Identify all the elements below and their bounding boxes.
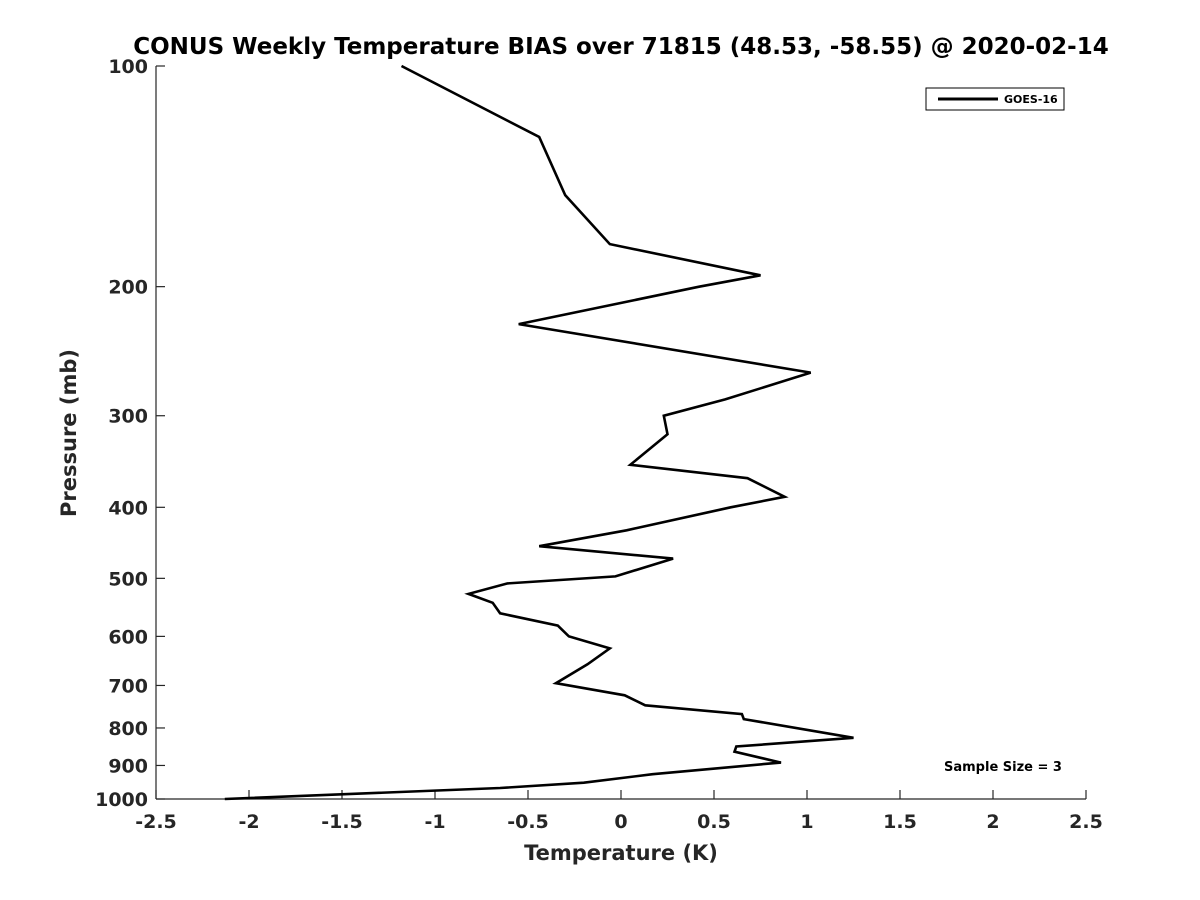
x-tick-label: -1.5 xyxy=(321,811,363,833)
x-axis-label: Temperature (K) xyxy=(524,841,718,865)
y-tick-label: 400 xyxy=(108,497,148,519)
y-tick-label: 500 xyxy=(108,568,148,590)
y-tick-label: 1000 xyxy=(95,789,148,811)
y-tick-label: 800 xyxy=(108,718,148,740)
x-tick-label: -0.5 xyxy=(507,811,549,833)
x-tick-label: 0 xyxy=(614,811,627,833)
y-tick-label: 900 xyxy=(108,755,148,777)
series-line-goes-16 xyxy=(224,64,854,801)
y-tick-label: 100 xyxy=(108,56,148,78)
x-tick-label: -2 xyxy=(238,811,259,833)
legend-label: GOES-16 xyxy=(1004,93,1058,106)
x-axis-ticks: -2.5 -2 -1.5 -1 -0.5 0 0.5 1 1.5 2 2.5 xyxy=(135,790,1103,833)
x-tick-label: 1.5 xyxy=(883,811,917,833)
y-tick-label: 300 xyxy=(108,406,148,428)
plot-axes xyxy=(155,66,1086,800)
y-tick-label: 200 xyxy=(108,277,148,299)
sample-size-annotation: Sample Size = 3 xyxy=(944,760,1062,775)
x-tick-label: -2.5 xyxy=(135,811,177,833)
y-tick-label: 600 xyxy=(108,626,148,648)
x-tick-label: 1 xyxy=(800,811,813,833)
y-tick-label: 700 xyxy=(108,675,148,697)
series-layer xyxy=(224,64,854,801)
chart-title: CONUS Weekly Temperature BIAS over 71815… xyxy=(133,34,1108,60)
x-tick-label: 2 xyxy=(986,811,999,833)
y-axis-ticks: 100 200 300 400 500 600 700 800 900 1000 xyxy=(95,56,165,811)
legend: GOES-16 xyxy=(925,87,1065,111)
x-tick-label: -1 xyxy=(424,811,445,833)
x-tick-label: 0.5 xyxy=(697,811,731,833)
y-axis-label: Pressure (mb) xyxy=(57,349,81,517)
x-tick-label: 2.5 xyxy=(1069,811,1103,833)
